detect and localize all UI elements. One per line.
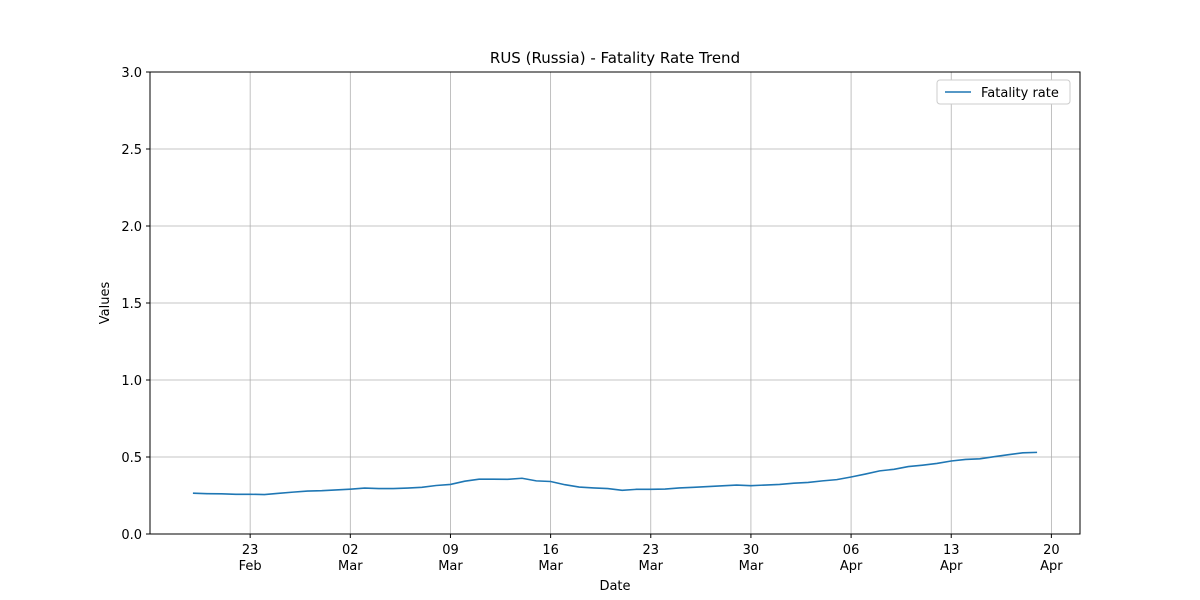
x-tick-label: Apr xyxy=(840,559,863,574)
x-tick-label: Apr xyxy=(940,559,963,574)
x-tick-label: Mar xyxy=(338,559,363,574)
x-tick-label: Apr xyxy=(1040,559,1063,574)
x-tick-label: Mar xyxy=(739,559,764,574)
data-line xyxy=(192,451,1038,496)
x-tick-label: Mar xyxy=(639,559,664,574)
x-tick-label: 13 xyxy=(943,543,960,558)
x-tick-label: 20 xyxy=(1043,543,1060,558)
x-tick-label: Mar xyxy=(538,559,563,574)
x-tick-label: Feb xyxy=(239,559,262,574)
x-tick-label: Mar xyxy=(438,559,463,574)
y-tick-label: 3.0 xyxy=(121,66,142,81)
x-tick-label: 16 xyxy=(542,543,559,558)
x-tick-label: 23 xyxy=(242,543,259,558)
x-tick-label: 09 xyxy=(442,543,459,558)
x-tick-label: 02 xyxy=(342,543,359,558)
plot-frame xyxy=(149,71,1081,535)
y-tick-label: 2.0 xyxy=(121,220,142,235)
y-tick-label: 1.5 xyxy=(121,297,142,312)
x-tick-label: 23 xyxy=(642,543,659,558)
y-tick-label: 2.5 xyxy=(121,143,142,158)
x-tick-label: 30 xyxy=(743,543,760,558)
legend-box xyxy=(936,79,1071,105)
chart-title: RUS (Russia) - Fatality Rate Trend xyxy=(490,49,740,67)
y-tick-label: 1.0 xyxy=(121,374,142,389)
y-axis-label: Values xyxy=(98,282,113,325)
legend: Fatality rate xyxy=(936,79,1071,105)
x-tick-label: 06 xyxy=(843,543,860,558)
legend-label: Fatality rate xyxy=(981,86,1059,101)
y-tick-label: 0.5 xyxy=(121,451,142,466)
y-tick-label: 0.0 xyxy=(121,528,142,543)
x-axis-label: Date xyxy=(599,579,630,594)
